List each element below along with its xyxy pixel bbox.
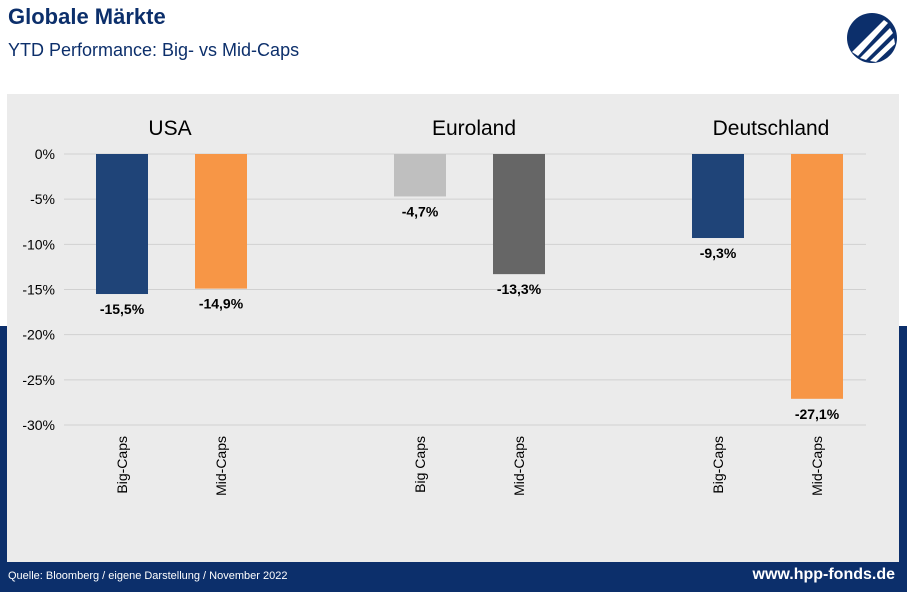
x-tick-label: Mid-Caps — [213, 436, 229, 496]
y-tick-label: -20% — [22, 327, 55, 343]
data-label: -9,3% — [700, 245, 737, 261]
page-subtitle: YTD Performance: Big- vs Mid-Caps — [8, 40, 300, 60]
chart-panel — [7, 94, 899, 562]
group-label: Euroland — [432, 117, 516, 140]
x-tick-label: Big Caps — [412, 436, 428, 493]
bar — [791, 154, 843, 399]
group-label: Deutschland — [713, 117, 830, 140]
y-tick-label: -25% — [22, 372, 55, 388]
x-tick-label: Big-Caps — [114, 436, 130, 494]
data-label: -15,5% — [100, 301, 145, 317]
y-tick-label: -10% — [22, 236, 55, 252]
bar — [96, 154, 148, 295]
bar — [692, 154, 744, 239]
y-tick-label: 0% — [35, 146, 55, 162]
hpp-logo-icon — [847, 13, 897, 63]
bar — [195, 154, 247, 289]
data-label: -4,7% — [402, 203, 439, 219]
website-link[interactable]: www.hpp-fonds.de — [752, 566, 896, 583]
x-tick-label: Big-Caps — [710, 436, 726, 494]
y-tick-label: -15% — [22, 282, 55, 298]
x-tick-label: Mid-Caps — [511, 436, 527, 496]
data-label: -27,1% — [795, 406, 840, 422]
bar — [394, 154, 446, 197]
source-note: Quelle: Bloomberg / eigene Darstellung /… — [8, 570, 288, 582]
data-label: -13,3% — [497, 281, 542, 297]
page-title: Globale Märkte — [8, 4, 166, 29]
bar — [493, 154, 545, 275]
x-tick-label: Mid-Caps — [809, 436, 825, 496]
y-tick-label: -5% — [30, 191, 55, 207]
data-label: -14,9% — [199, 296, 244, 312]
y-tick-label: -30% — [22, 417, 55, 433]
group-label: USA — [148, 117, 191, 140]
